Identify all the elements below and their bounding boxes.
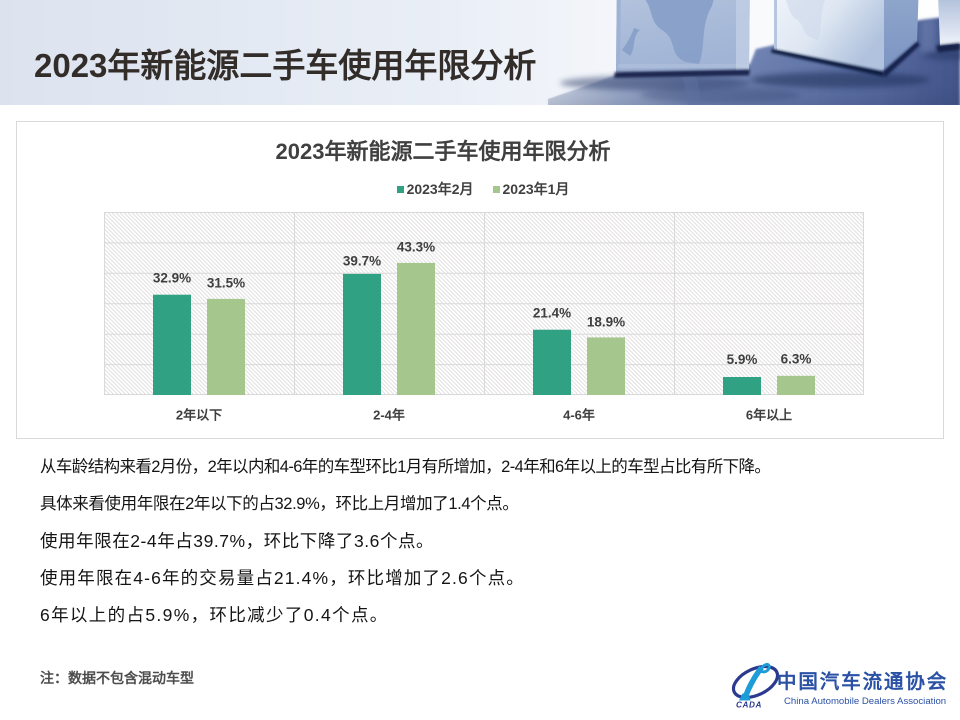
- svg-text:18.9%: 18.9%: [587, 314, 625, 329]
- svg-text:32.9%: 32.9%: [153, 271, 191, 286]
- svg-text:39.7%: 39.7%: [343, 254, 381, 269]
- svg-text:43.3%: 43.3%: [397, 239, 435, 254]
- svg-text:6年以上: 6年以上: [746, 408, 792, 423]
- svg-text:4-6年: 4-6年: [563, 408, 595, 423]
- svg-text:2-4年: 2-4年: [373, 408, 405, 423]
- svg-text:2年以下: 2年以下: [176, 408, 222, 423]
- svg-text:21.4%: 21.4%: [533, 306, 571, 321]
- svg-text:CADA: CADA: [736, 701, 762, 710]
- svg-text:5.9%: 5.9%: [727, 352, 758, 367]
- svg-text:31.5%: 31.5%: [207, 275, 245, 290]
- svg-text:6.3%: 6.3%: [781, 351, 812, 366]
